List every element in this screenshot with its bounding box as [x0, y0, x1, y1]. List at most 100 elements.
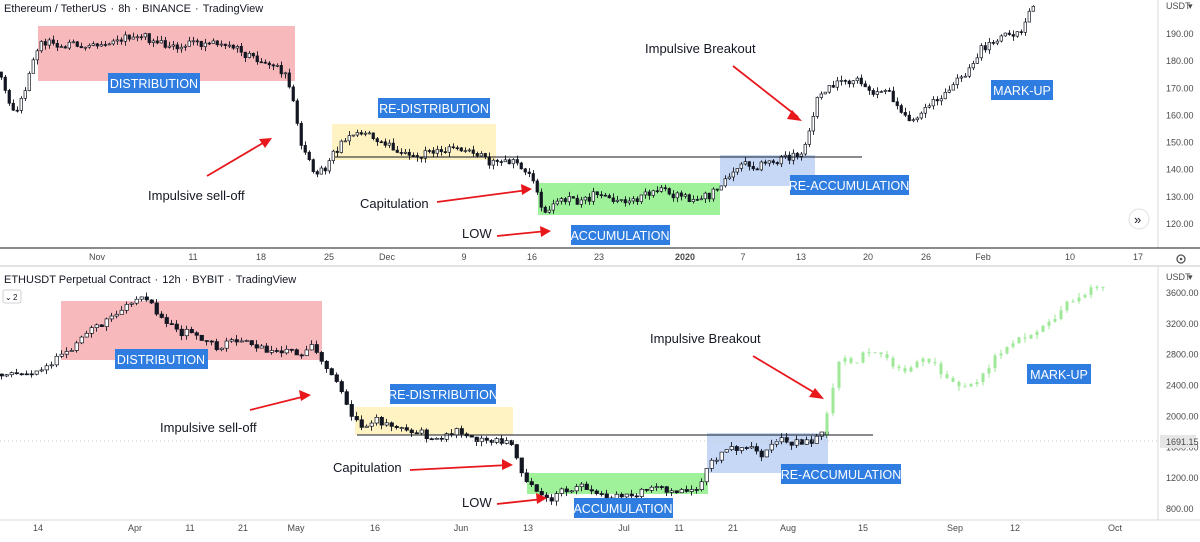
candle — [183, 44, 187, 51]
projection-candle — [837, 361, 841, 391]
candle — [799, 438, 804, 445]
bottom-indicators-collapse-toggle[interactable]: ⌄ 2 — [2, 289, 22, 304]
candle — [287, 68, 291, 89]
bottom-annotation-low: LOW — [462, 495, 492, 510]
candle — [19, 96, 23, 114]
candle — [919, 111, 923, 120]
candle — [615, 195, 619, 204]
candle — [1023, 18, 1027, 36]
candle — [559, 487, 564, 497]
candle — [55, 40, 59, 51]
candle — [419, 427, 424, 436]
candle — [24, 370, 29, 376]
candle — [479, 151, 483, 157]
candle — [107, 42, 111, 46]
candle — [463, 147, 467, 153]
projection-candle — [1077, 293, 1081, 304]
projection-candle — [843, 355, 847, 366]
candle — [124, 301, 129, 314]
candle — [709, 458, 714, 472]
projection-candle — [999, 349, 1003, 360]
candle — [251, 52, 255, 59]
candle — [524, 468, 529, 483]
candle — [823, 91, 827, 95]
candle — [855, 76, 859, 84]
projection-candle — [1065, 300, 1069, 313]
candle — [539, 487, 544, 497]
candle — [227, 41, 231, 48]
candle — [749, 441, 754, 450]
candle — [819, 91, 823, 100]
candle — [471, 145, 475, 157]
candle — [87, 43, 91, 49]
top-label-redistribution-bg — [378, 98, 490, 118]
top-scroll-to-realtime-button[interactable]: » — [1128, 208, 1150, 230]
candle — [1011, 30, 1015, 41]
candle — [687, 193, 691, 203]
candle — [564, 486, 569, 496]
candle — [209, 340, 214, 346]
candle — [754, 443, 759, 455]
candle — [289, 348, 294, 353]
top-label-markup: MARK-UP — [993, 84, 1051, 98]
top-currency-dropdown-icon[interactable]: ▾ — [1188, 1, 1193, 11]
candle — [234, 334, 239, 346]
top-settings-gear-icon[interactable] — [1176, 254, 1186, 264]
candle — [371, 132, 375, 141]
candle — [883, 88, 887, 95]
candle — [603, 192, 607, 197]
candle — [771, 159, 775, 165]
candle — [99, 41, 103, 47]
time-tick-label: Oct — [1108, 523, 1123, 533]
candle — [239, 337, 244, 343]
candle — [39, 367, 44, 373]
projection-candle — [1053, 314, 1057, 323]
candle — [787, 151, 791, 165]
candle — [403, 148, 407, 155]
projection-candle — [879, 352, 883, 358]
bottom-arrowhead-capitulation — [502, 459, 513, 470]
bottom-currency-dropdown-icon[interactable]: ▾ — [1188, 272, 1193, 282]
candle — [35, 48, 39, 65]
candle — [511, 158, 515, 169]
bottom-arrowhead-low — [536, 493, 547, 504]
projection-candle — [903, 365, 907, 374]
candle — [129, 302, 134, 308]
candle — [667, 187, 671, 196]
candle — [271, 63, 275, 71]
candle — [247, 51, 251, 59]
top-arrowhead-selloff — [259, 138, 272, 148]
candle — [387, 139, 391, 148]
top-zone-distribution — [38, 26, 295, 81]
projection-candle — [897, 364, 901, 372]
projection-candle — [1005, 346, 1009, 355]
candle — [314, 340, 319, 355]
candle — [384, 418, 389, 427]
candle — [554, 491, 559, 506]
projection-candle — [1095, 284, 1099, 291]
candle — [83, 46, 87, 51]
candle — [831, 80, 835, 88]
bottom-label-redistribution: RE-DISTRIBUTION — [388, 388, 498, 402]
candle — [379, 416, 384, 430]
candle — [71, 39, 75, 44]
bottom-arrowhead-selloff — [299, 390, 311, 401]
top-arrow-capitulation — [436, 189, 529, 203]
time-tick-label: Sep — [947, 523, 963, 533]
candle — [675, 191, 679, 203]
time-tick-label: 17 — [1133, 252, 1143, 262]
candle — [383, 138, 387, 148]
candle — [523, 167, 527, 176]
price-tick-label: 170.00 — [1166, 83, 1194, 93]
candle — [319, 350, 324, 365]
candle — [509, 439, 514, 447]
candle — [759, 160, 763, 172]
candle — [594, 489, 599, 496]
bottom-label-markup-bg — [1027, 364, 1091, 384]
candle — [595, 191, 599, 199]
candle — [531, 170, 535, 184]
candle — [963, 73, 967, 78]
candle — [435, 145, 439, 158]
candle — [835, 77, 839, 91]
candle — [207, 41, 211, 46]
